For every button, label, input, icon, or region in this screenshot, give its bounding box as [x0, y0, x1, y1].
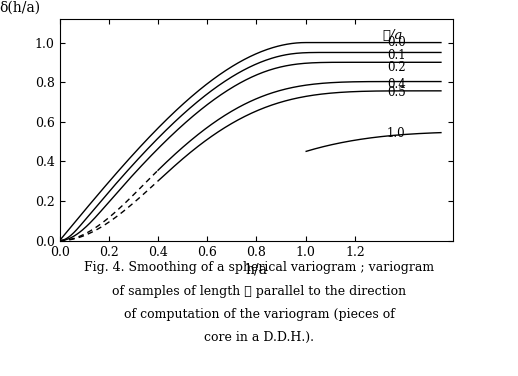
- Text: 0.4: 0.4: [387, 78, 406, 91]
- Text: 0.5: 0.5: [387, 86, 406, 99]
- Text: 0.0: 0.0: [387, 36, 406, 49]
- Text: Fig. 4. Smoothing of a spherical variogram ; variogram: Fig. 4. Smoothing of a spherical variogr…: [84, 261, 434, 274]
- X-axis label: h/a: h/a: [246, 263, 267, 277]
- Text: 1.0: 1.0: [387, 127, 406, 140]
- Text: 0.1: 0.1: [387, 49, 406, 62]
- Text: 0.2: 0.2: [387, 61, 406, 74]
- Text: of samples of length ℓ parallel to the direction: of samples of length ℓ parallel to the d…: [112, 285, 406, 298]
- Text: of computation of the variogram (pieces of: of computation of the variogram (pieces …: [124, 308, 394, 321]
- Text: ℓ/a: ℓ/a: [382, 29, 402, 42]
- Text: core in a D.D.H.).: core in a D.D.H.).: [204, 331, 314, 344]
- Y-axis label: δ(h/a): δ(h/a): [0, 0, 41, 14]
